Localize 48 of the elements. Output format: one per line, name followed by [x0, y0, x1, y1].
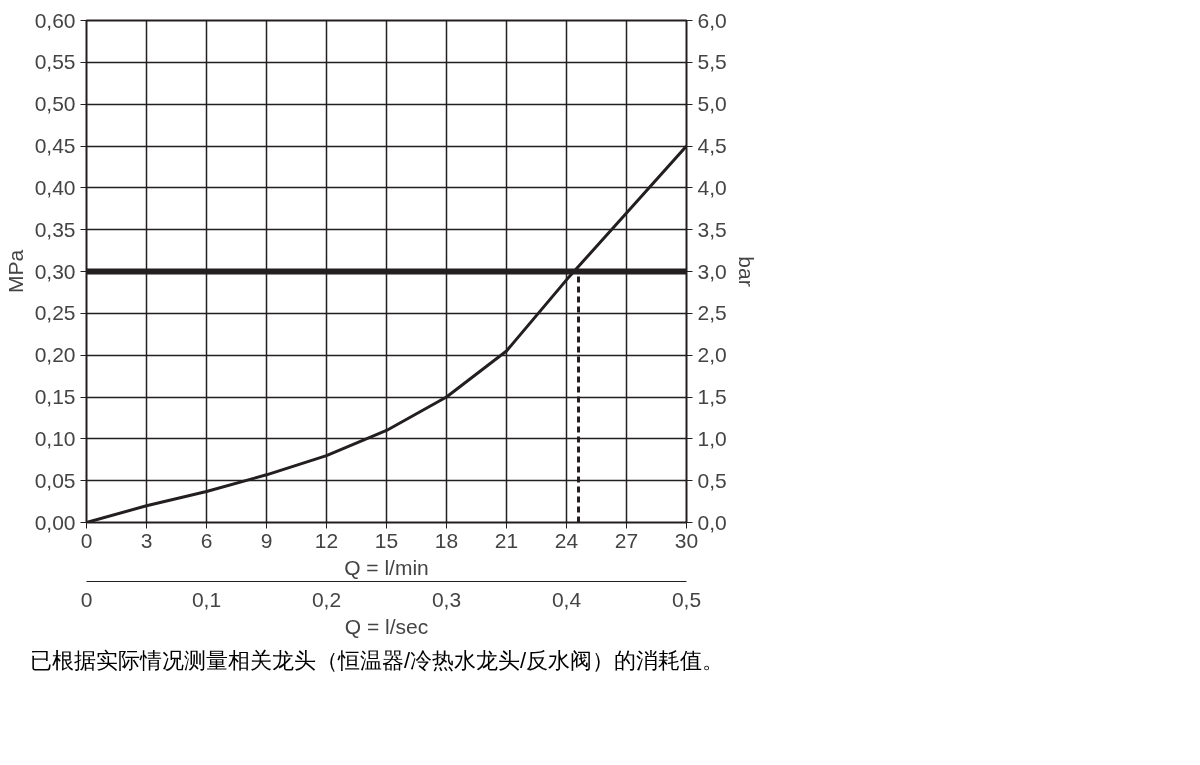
- y-tick-label: 0,00: [34, 510, 76, 534]
- x-tick-label: 18: [434, 528, 459, 552]
- x2-tick-label: 0,5: [671, 587, 702, 611]
- x2-tick-label: 0,4: [551, 587, 582, 611]
- y2-axis-title: bar: [734, 256, 758, 287]
- x-tick-label: 3: [140, 528, 153, 552]
- y-tick-label: 0,40: [34, 175, 76, 199]
- x2-tick-label: 0,3: [431, 587, 462, 611]
- y-tick-label: 0,50: [34, 92, 76, 116]
- y-tick-label: 0,35: [34, 217, 76, 241]
- y-tick-label: 0,30: [34, 259, 76, 283]
- y2-tick-label: 3,5: [697, 217, 727, 241]
- y-axis-title: MPa: [3, 249, 27, 294]
- y2-tick-label: 2,5: [697, 301, 727, 325]
- x-tick-label: 12: [314, 528, 339, 552]
- text: 已根据实际情况测量相关龙头（恒温器/冷热水龙头/反水阀）的消耗值。: [30, 647, 725, 675]
- y2-tick-label: 6,0: [697, 8, 727, 32]
- y2-tick-label: 1,0: [697, 426, 727, 450]
- x-tick-label: 30: [674, 528, 699, 552]
- y2-tick-label: 4,5: [697, 134, 727, 157]
- y2-tick-label: 4,0: [697, 175, 727, 199]
- y-tick-label: 0,05: [34, 468, 76, 492]
- y2-tick-label: 5,5: [697, 50, 727, 74]
- y-tick-label: 0,15: [34, 385, 76, 408]
- y-tick-label: 0,10: [34, 426, 76, 450]
- y-tick-label: 0,45: [34, 134, 76, 157]
- y-tick-label: 0,25: [34, 301, 76, 325]
- x2-tick-label: 0,1: [191, 587, 222, 611]
- y2-tick-label: 3,0: [697, 259, 727, 283]
- x2-axis-title: Q = l/sec: [344, 614, 429, 638]
- x-tick-label: 15: [374, 528, 399, 552]
- y-tick-label: 0,20: [34, 343, 76, 367]
- y2-tick-label: 5,0: [697, 92, 727, 116]
- y2-tick-label: 2,0: [697, 343, 727, 367]
- x-tick-label: 0: [80, 528, 93, 552]
- y-tick-label: 0,55: [34, 50, 76, 74]
- x2-tick-label: 0,2: [311, 587, 342, 611]
- y-tick-label: 0,60: [34, 8, 76, 32]
- x-tick-label: 24: [554, 528, 579, 552]
- x-tick-label: 27: [614, 528, 639, 552]
- x-tick-label: 21: [494, 528, 519, 552]
- x-axis-title: Q = l/min: [344, 555, 429, 579]
- x-tick-label: 9: [260, 528, 273, 552]
- x-tick-label: 6: [200, 528, 213, 552]
- y2-tick-label: 0,5: [697, 468, 727, 492]
- y2-tick-label: 1,5: [697, 385, 727, 408]
- x2-tick-label: 0: [80, 587, 93, 611]
- y2-tick-label: 0,0: [697, 510, 727, 534]
